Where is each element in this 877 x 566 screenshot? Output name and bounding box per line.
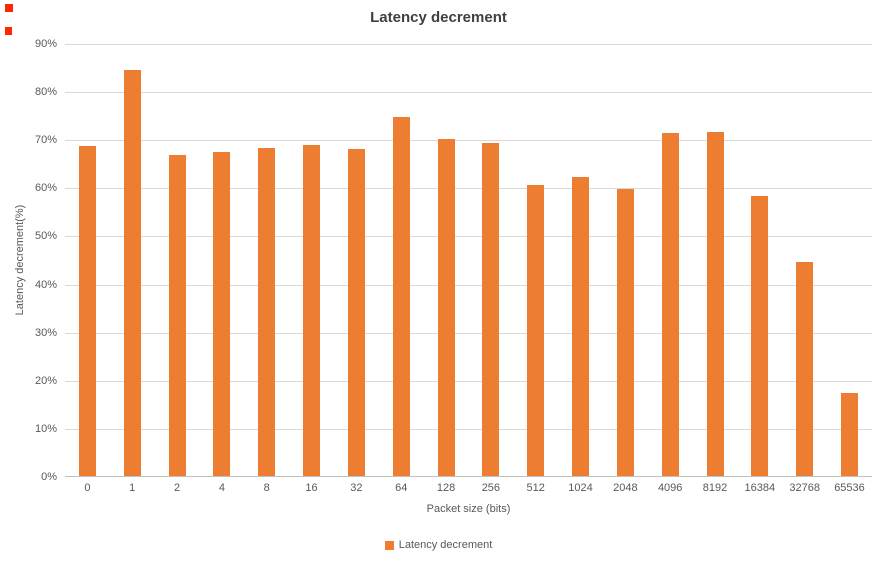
bar-slot — [379, 44, 424, 477]
bar-slot — [155, 44, 200, 477]
x-tick-label: 0 — [84, 482, 91, 494]
legend: Latency decrement — [0, 539, 877, 551]
bar-slot — [648, 44, 693, 477]
gridline — [65, 188, 872, 190]
x-axis-line — [65, 476, 872, 477]
x-tick-labels: 0 1 2 4 8 16 32 64 128 256 512 1024 2048 4096 8192 1638… — [65, 482, 872, 494]
bar-slot — [199, 44, 244, 477]
y-tick-label: 70% — [34, 134, 57, 147]
bar — [572, 177, 590, 477]
bar — [616, 188, 634, 477]
bar-slot — [827, 44, 872, 477]
bar-slot — [468, 44, 513, 477]
y-tick-label: 20% — [34, 374, 57, 387]
bar — [347, 148, 365, 477]
bar — [303, 145, 321, 477]
x-tick-label: 2048 — [613, 482, 638, 494]
bar-slot — [782, 44, 827, 477]
gridline — [65, 92, 872, 94]
bar-slot — [558, 44, 603, 477]
bars — [65, 44, 872, 477]
y-tick-label: 10% — [34, 422, 57, 435]
x-tick-label: 2 — [174, 482, 181, 494]
x-tick-label: 16384 — [744, 482, 776, 494]
bar — [840, 392, 858, 477]
x-tick-label: 32768 — [789, 482, 820, 494]
bar — [751, 196, 769, 477]
x-tick-label: 128 — [436, 482, 456, 494]
gridline — [65, 284, 872, 286]
bar-slot — [110, 44, 155, 477]
x-tick-label: 8 — [263, 482, 270, 494]
bar-slot — [424, 44, 469, 477]
x-tick-label: 1024 — [568, 482, 593, 494]
x-tick-label: 8192 — [702, 482, 728, 494]
bar-slot — [289, 44, 334, 477]
y-tick-label: 30% — [34, 326, 57, 339]
legend-label: Latency decrement — [398, 539, 493, 551]
y-tick-label: 50% — [34, 230, 57, 243]
gridlines — [65, 44, 872, 477]
x-tick-label: 4 — [218, 482, 225, 494]
bar-slot — [244, 44, 289, 477]
gridline — [65, 380, 872, 382]
x-tick-label: 65536 — [834, 482, 865, 494]
bar-slot — [737, 44, 782, 477]
red-marker-bottom — [5, 27, 12, 35]
bar — [661, 133, 679, 477]
bar — [123, 70, 141, 477]
x-tick-label: 32 — [350, 482, 363, 494]
gridline — [65, 428, 872, 430]
bar-slot — [513, 44, 558, 477]
x-tick-label: 256 — [481, 482, 501, 494]
x-tick-label: 64 — [395, 482, 408, 494]
bar — [392, 117, 410, 477]
y-tick-label: 60% — [34, 182, 57, 195]
chart-title: Latency decrement — [370, 9, 507, 26]
y-tick-label: 0% — [41, 471, 57, 483]
bar — [796, 261, 814, 477]
bar — [168, 154, 186, 477]
y-tick-label: 40% — [34, 278, 57, 291]
bar — [527, 185, 545, 477]
bar — [258, 148, 276, 477]
bar-slot — [334, 44, 379, 477]
bar — [482, 142, 500, 477]
bar-slot — [693, 44, 738, 477]
gridline — [65, 332, 872, 334]
bar-slot — [65, 44, 110, 477]
y-tick-labels: 0% 10% 20% 30% 40% 50% 60% 70% 80% 90% — [0, 38, 57, 483]
red-marker-top — [5, 4, 13, 12]
gridline — [65, 236, 872, 238]
x-tick-label: 1 — [129, 482, 136, 494]
bar — [706, 131, 724, 477]
bar — [213, 151, 231, 477]
bar — [437, 138, 455, 477]
x-tick-label: 512 — [526, 482, 545, 494]
gridline — [65, 140, 872, 142]
bar-slot — [603, 44, 648, 477]
y-tick-label: 90% — [34, 38, 57, 50]
x-tick-label: 4096 — [657, 482, 683, 494]
x-tick-label: 16 — [305, 482, 318, 494]
legend-swatch-icon — [384, 540, 394, 550]
x-axis-title: Packet size (bits) — [426, 503, 511, 515]
plot-area — [65, 44, 872, 477]
bar — [78, 146, 96, 477]
gridline — [65, 44, 872, 45]
y-tick-label: 80% — [34, 86, 57, 99]
